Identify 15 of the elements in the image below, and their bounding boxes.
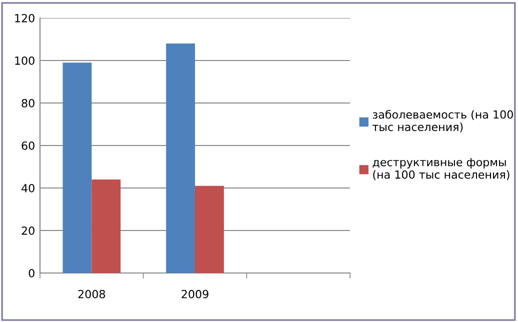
- x-tick-label: 2009: [182, 290, 208, 298]
- y-tick-label: 0: [28, 268, 34, 278]
- bar: [62, 62, 92, 273]
- legend-label: заболеваемость (на 100 тыс населения): [372, 110, 513, 132]
- y-tick-label: 120: [15, 14, 34, 22]
- y-tick-label: 80: [22, 98, 34, 108]
- y-tick-label: 100: [15, 56, 34, 65]
- bar: [166, 44, 195, 273]
- y-tick-label: 40: [22, 184, 34, 192]
- y-tick-label: 60: [22, 141, 34, 150]
- x-tick-label: 2008: [78, 290, 106, 298]
- bar: [195, 186, 224, 273]
- legend-label: деструктивные формы (на 100 тыс населения): [372, 158, 510, 180]
- bar: [92, 180, 121, 273]
- y-tick-label: 20: [22, 226, 34, 235]
